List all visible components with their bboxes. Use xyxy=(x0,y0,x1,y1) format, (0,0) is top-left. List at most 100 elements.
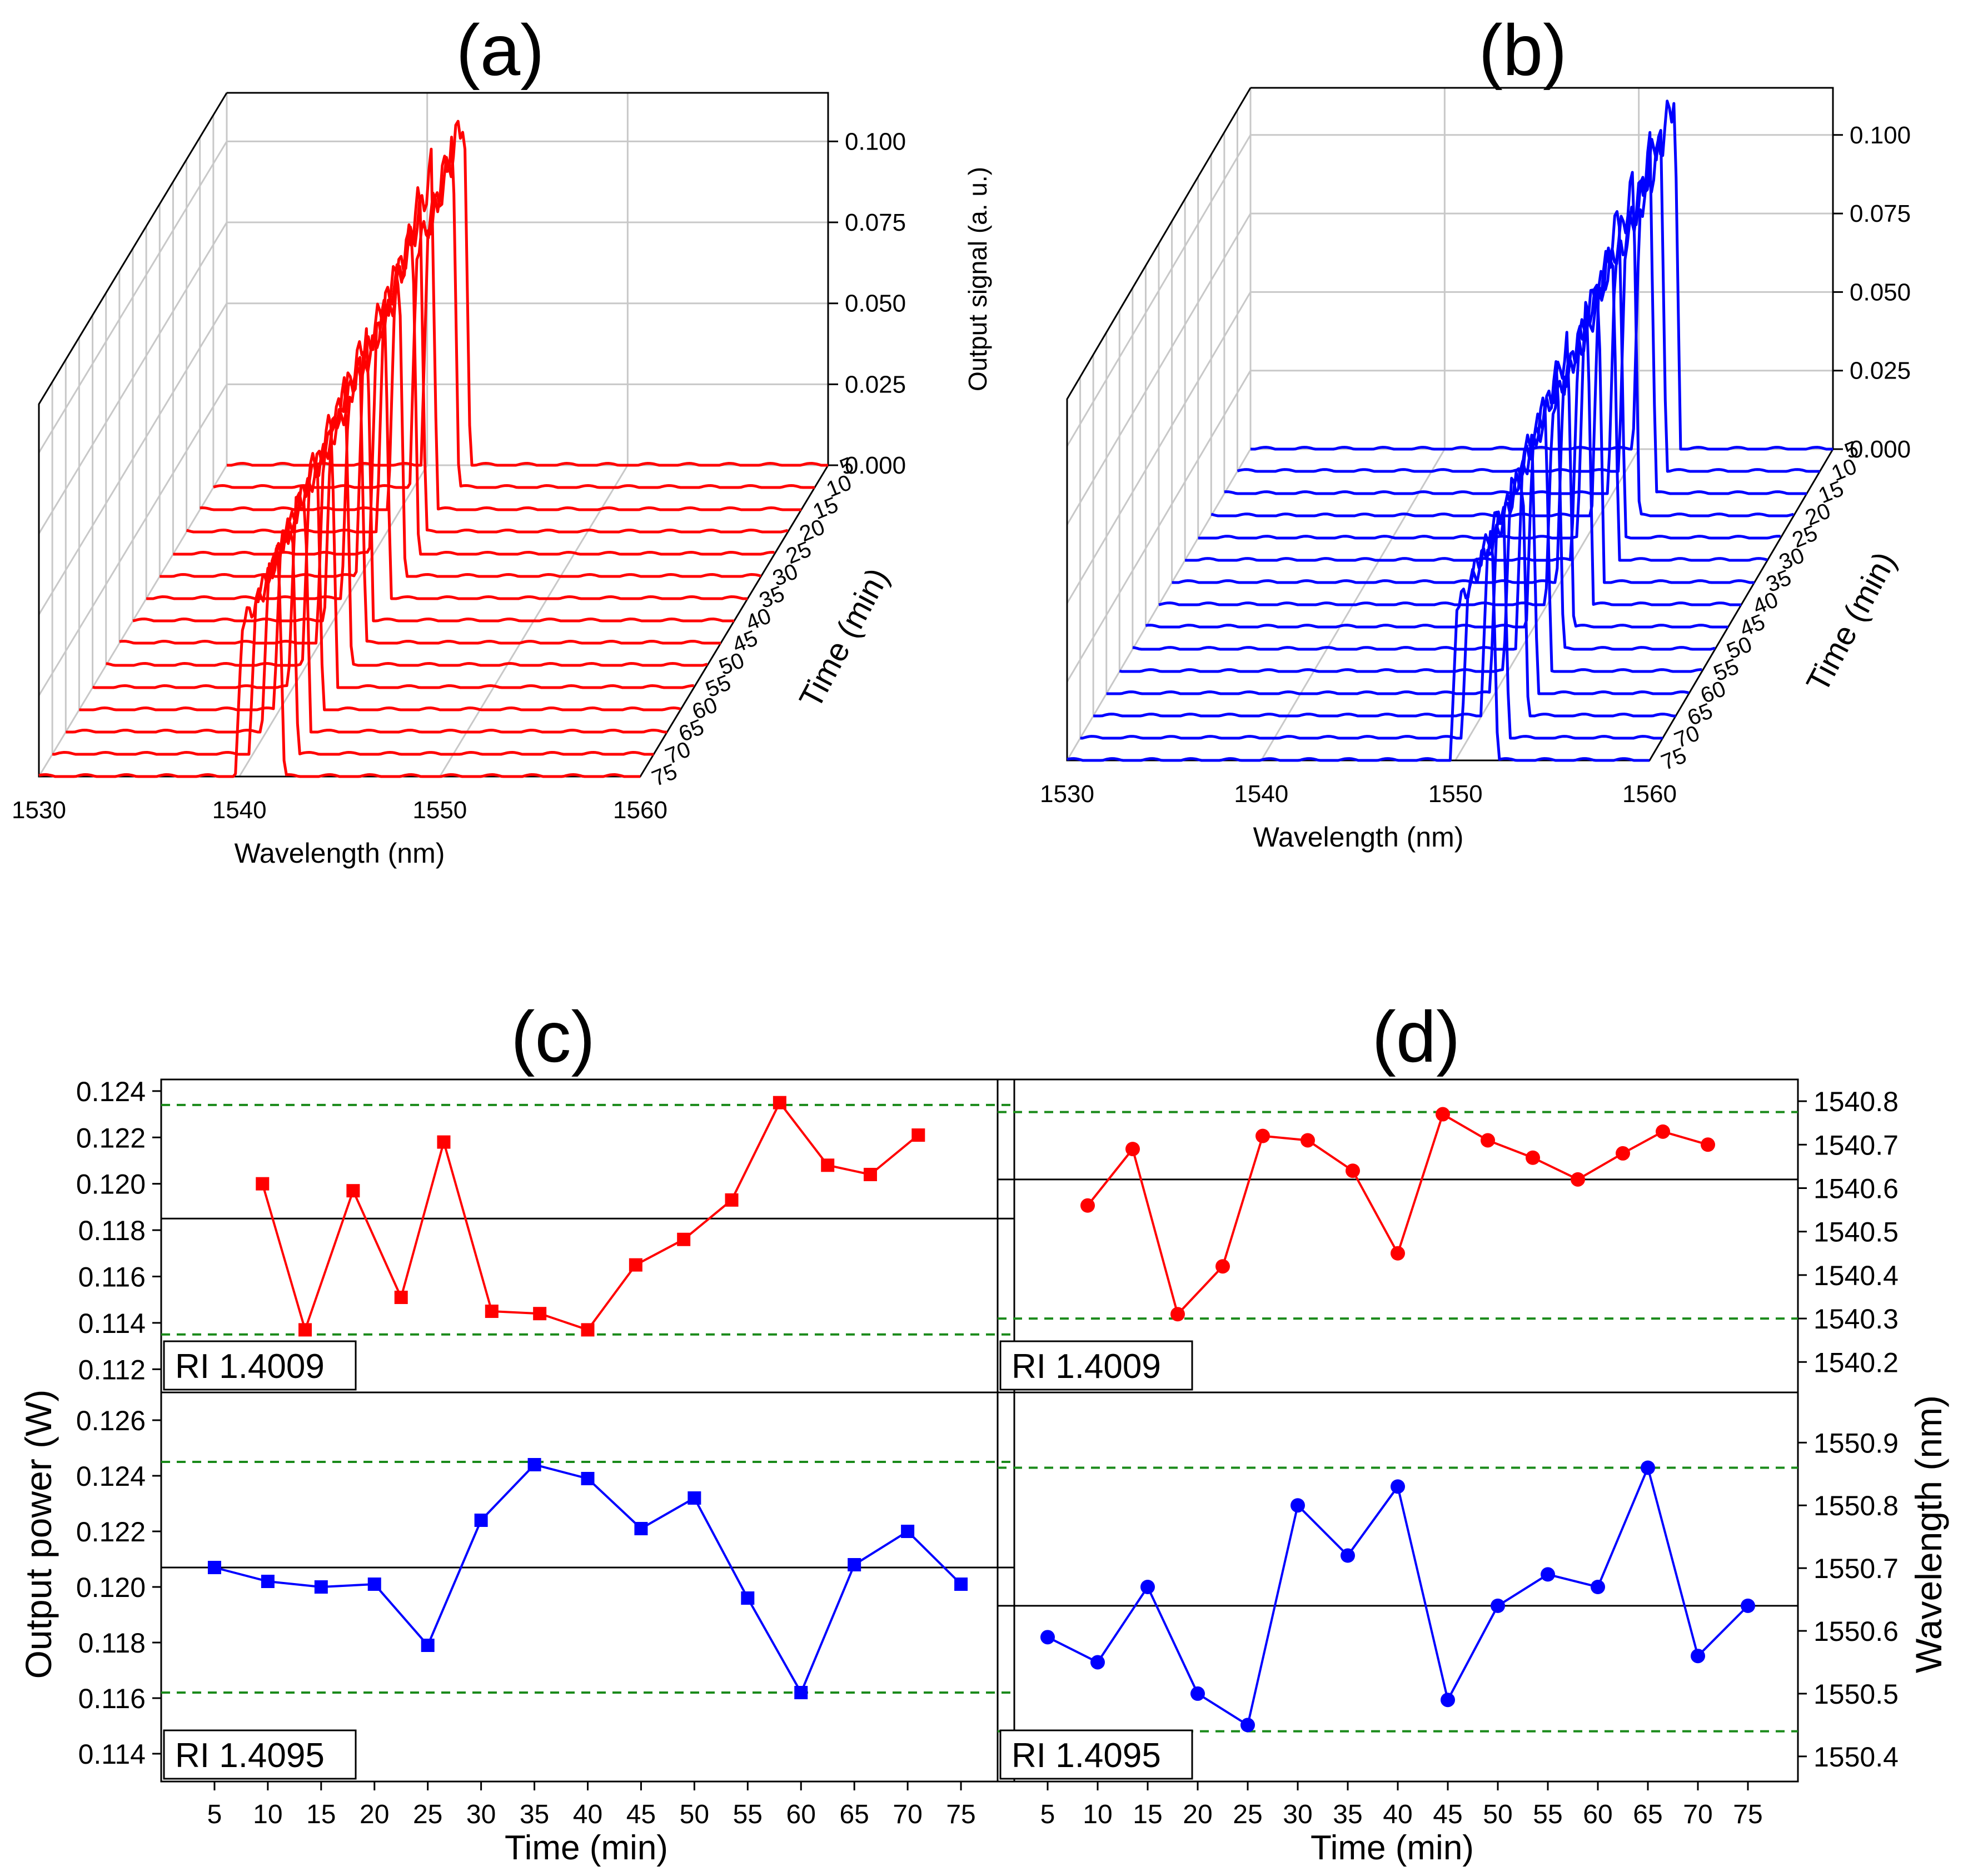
data-point xyxy=(1391,1479,1405,1494)
x-tick-label: 25 xyxy=(413,1800,442,1829)
floor-gridline xyxy=(1454,449,1640,761)
x-tick-label: 70 xyxy=(893,1800,922,1829)
x-tick-label: 40 xyxy=(1383,1800,1412,1829)
data-point xyxy=(911,1128,925,1142)
series-line xyxy=(214,1463,962,1695)
data-point xyxy=(1215,1259,1230,1274)
panel-d-title: (d) xyxy=(1372,996,1461,1077)
y-tick-label: 1540.5 xyxy=(1813,1217,1899,1248)
left-wall-gridline xyxy=(1066,370,1252,683)
x-tick-label: 55 xyxy=(733,1800,763,1829)
data-point xyxy=(207,1561,221,1574)
x-tick-label: 20 xyxy=(360,1800,389,1829)
data-point xyxy=(1170,1307,1185,1322)
x-tick-label: 1540 xyxy=(212,797,267,824)
spectrum-trace-t5 xyxy=(1250,99,1833,451)
panel-d-xlabel: Time (min) xyxy=(1311,1829,1474,1867)
x-tick-label: 15 xyxy=(1133,1800,1162,1829)
y-tick-label: 1550.4 xyxy=(1813,1741,1899,1773)
spectrum-trace-t5 xyxy=(227,120,828,467)
panel-a-waterfall: (a) 1530 1540 1550 1560 Wavelength (nm) 0.000… xyxy=(12,9,992,869)
series-label: RI 1.4009 xyxy=(175,1347,325,1386)
data-point xyxy=(1291,1498,1305,1513)
data-point xyxy=(1090,1655,1105,1670)
x-tick-label: 1550 xyxy=(1428,780,1483,808)
data-point xyxy=(1240,1718,1255,1733)
x-tick-label: 5 xyxy=(207,1800,222,1829)
data-point xyxy=(1691,1649,1705,1664)
data-point xyxy=(1040,1630,1055,1645)
y-tick-label: 0.124 xyxy=(76,1076,146,1107)
x-tick-label: 45 xyxy=(1433,1800,1462,1829)
x-tick-label: 40 xyxy=(573,1800,602,1829)
y-tick-label: 0.118 xyxy=(78,1628,146,1659)
data-point xyxy=(1391,1246,1405,1261)
y-tick-label: 1550.9 xyxy=(1813,1427,1899,1459)
x-tick-label: 5 xyxy=(1040,1800,1055,1829)
y-tick-label: 0.120 xyxy=(76,1572,146,1603)
subplot-bottom: 0.114 0.116 0.118 0.120 0.122 0.124 0.126 RI 1.… xyxy=(76,1391,1015,1783)
data-point xyxy=(634,1522,648,1535)
data-point xyxy=(1346,1163,1360,1178)
data-point xyxy=(1190,1686,1205,1701)
data-point xyxy=(1571,1172,1585,1187)
y-tick-label: 0.112 xyxy=(78,1354,146,1385)
y-tick-label: 0.050 xyxy=(845,290,906,317)
x-tick-label: 30 xyxy=(1283,1800,1312,1829)
spectrum-trace-t20 xyxy=(186,186,789,534)
panel-d-ylabel: Wavelength (nm) xyxy=(1908,1395,1949,1673)
x-axis-title: Wavelength (nm) xyxy=(1253,822,1464,853)
panel-b-title: (b) xyxy=(1479,9,1567,91)
data-point xyxy=(1441,1693,1455,1708)
data-point xyxy=(1616,1146,1630,1161)
x-tick-label: 10 xyxy=(253,1800,282,1829)
spectrum-trace-t65 xyxy=(1093,472,1676,718)
data-point xyxy=(1701,1137,1715,1152)
y-tick-label: 0.114 xyxy=(78,1308,146,1339)
spectrum-trace-t25 xyxy=(173,223,775,556)
x-tick-label: 20 xyxy=(1183,1800,1212,1829)
series-line xyxy=(1047,1464,1749,1727)
subplot-top: 1540.2 1540.3 1540.4 1540.5 1540.6 1540.7 1540… xyxy=(997,1078,1899,1394)
data-point xyxy=(1541,1567,1555,1582)
series-label: RI 1.4095 xyxy=(175,1736,325,1775)
series-line xyxy=(261,1100,919,1333)
x-tick-label: 50 xyxy=(1483,1800,1512,1829)
y-tick-label: 1540.2 xyxy=(1813,1347,1899,1378)
spectrum-trace-t20 xyxy=(1210,171,1794,517)
data-point xyxy=(725,1193,739,1207)
data-point xyxy=(1641,1460,1655,1475)
spectrum-trace-t45 xyxy=(119,356,721,645)
series-label: RI 1.4095 xyxy=(1012,1736,1161,1775)
x-tick-label: 50 xyxy=(680,1800,709,1829)
back-wall-frame xyxy=(1249,87,1834,450)
y-tick-label: 0.025 xyxy=(845,371,906,398)
y-tick-label: 0.075 xyxy=(845,209,906,236)
left-wall-gridline xyxy=(38,141,228,454)
x-tick-label: 1530 xyxy=(12,797,66,824)
y-tick-label: 1550.6 xyxy=(1813,1616,1899,1647)
x-tick-label: 1560 xyxy=(613,797,667,824)
spectrum-trace-t50 xyxy=(106,376,708,667)
y-axis-title: Output signal (a. u.) xyxy=(963,167,992,391)
data-point xyxy=(848,1558,861,1571)
data-point xyxy=(1080,1198,1095,1213)
spectrum-trace-t40 xyxy=(1158,308,1741,606)
x-tick-label: 1560 xyxy=(1622,780,1677,808)
spectrum-trace-t65 xyxy=(66,491,667,734)
x-tick-label: 35 xyxy=(520,1800,549,1829)
x-tick-label: 1540 xyxy=(1234,780,1288,808)
spectrum-trace-t35 xyxy=(1172,288,1755,584)
data-point xyxy=(367,1578,381,1591)
spectrum-trace-t30 xyxy=(160,265,761,578)
x-tick-label: 60 xyxy=(1583,1800,1612,1829)
y-tick-label: 0.114 xyxy=(78,1739,146,1770)
y-tick-label: 0.120 xyxy=(76,1169,146,1200)
data-point xyxy=(394,1291,408,1305)
y-tick-label: 0.100 xyxy=(1850,122,1911,149)
spectrum-trace-t50 xyxy=(1132,360,1716,651)
series-label-box xyxy=(999,1729,1193,1780)
y-tick-label: 1550.8 xyxy=(1813,1490,1899,1521)
series-label-box xyxy=(163,1340,357,1391)
left-wall-gridline xyxy=(1066,291,1252,604)
